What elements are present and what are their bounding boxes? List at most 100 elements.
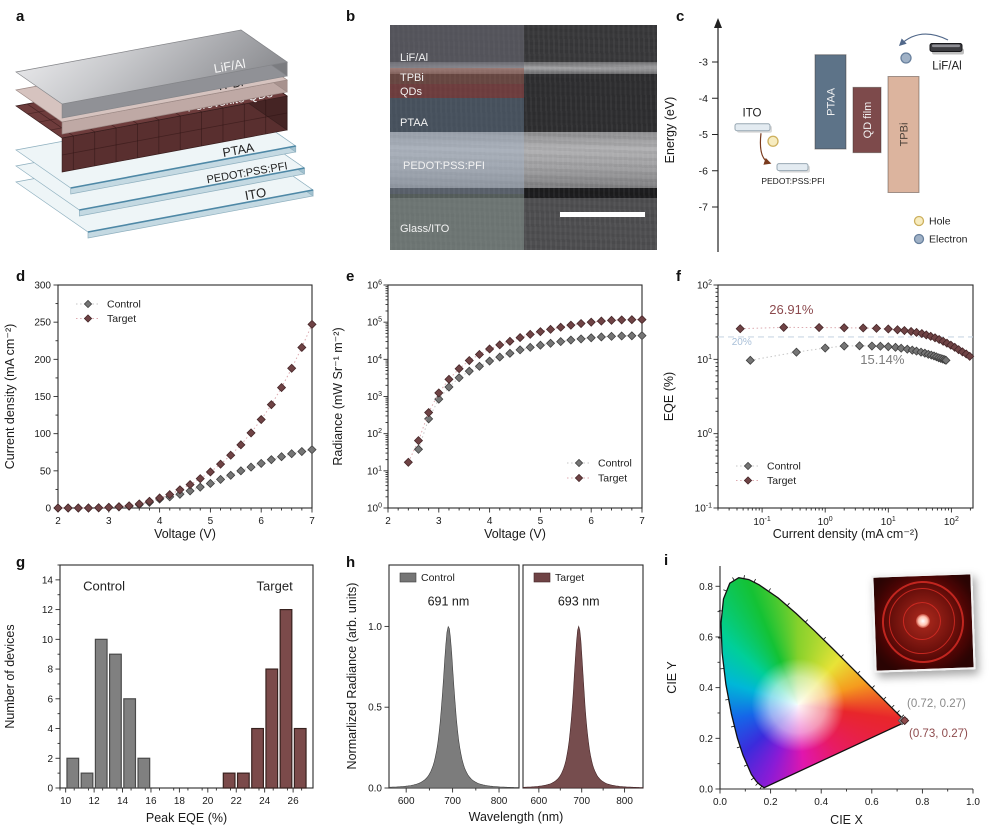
svg-text:10-1: 10-1 — [753, 516, 770, 528]
sem-layer-tint — [390, 194, 524, 250]
svg-text:-4: -4 — [699, 93, 708, 105]
svg-text:800: 800 — [491, 796, 508, 807]
svg-text:26.91%: 26.91% — [769, 302, 814, 317]
spectra-chart: 600 700 800 0.0 0.5 1.0 Control 691 nm 600 700 800… — [345, 564, 644, 824]
panel-i-letter: i — [664, 552, 669, 569]
svg-text:250: 250 — [34, 318, 51, 329]
svg-text:100: 100 — [34, 429, 51, 440]
svg-text:Control: Control — [598, 458, 632, 470]
svg-text:-6: -6 — [699, 165, 708, 177]
svg-text:2: 2 — [385, 516, 391, 527]
svg-text:0.6: 0.6 — [699, 632, 713, 643]
sem-layer-band — [390, 188, 657, 198]
svg-text:TPBi: TPBi — [899, 123, 911, 147]
svg-text:CIE X: CIE X — [830, 813, 863, 827]
svg-text:-7: -7 — [699, 202, 708, 214]
svg-text:Target: Target — [767, 475, 796, 487]
svg-text:0.5: 0.5 — [368, 703, 382, 714]
svg-text:24: 24 — [259, 796, 271, 807]
panel-e-radiance-curve: e 2 3 4 5 6 7 100 101 102 103 104 105 106 Voltage (V)… — [330, 260, 660, 550]
svg-text:7: 7 — [639, 516, 645, 527]
svg-text:15.14%: 15.14% — [860, 352, 905, 367]
svg-text:ITO: ITO — [244, 185, 268, 203]
svg-text:EQE (%): EQE (%) — [662, 372, 676, 421]
svg-text:Control: Control — [107, 299, 141, 311]
panel-d-jv-curve: d 2 3 4 5 6 7 0 50 100 150 200 250 300 Voltage (V) Cur… — [0, 260, 330, 550]
svg-text:0.2: 0.2 — [764, 797, 778, 808]
svg-text:50: 50 — [40, 466, 52, 477]
svg-text:0: 0 — [47, 784, 53, 795]
svg-text:Energy (eV): Energy (eV) — [663, 97, 677, 164]
svg-text:QD film: QD film — [862, 102, 874, 139]
svg-text:102: 102 — [944, 516, 959, 528]
svg-text:691 nm: 691 nm — [428, 594, 470, 608]
sem-layer-label: LiF/Al — [400, 52, 429, 64]
svg-text:ITO: ITO — [743, 107, 762, 119]
svg-text:LiF/Al: LiF/Al — [213, 57, 247, 76]
panel-g-letter: g — [16, 554, 26, 571]
svg-text:150: 150 — [34, 392, 51, 403]
svg-text:100: 100 — [367, 503, 382, 515]
svg-text:102: 102 — [367, 428, 382, 440]
svg-text:10: 10 — [42, 635, 54, 646]
svg-text:PEDOT:PSS:PFI: PEDOT:PSS:PFI — [761, 176, 824, 186]
svg-text:Hole: Hole — [929, 216, 951, 228]
svg-text:4: 4 — [487, 516, 493, 527]
panel-f-eqe-curve: f 10-1 100 101 102 10-1 100 101 102 Current dens… — [660, 260, 991, 550]
svg-text:3: 3 — [436, 516, 442, 527]
svg-text:26: 26 — [288, 796, 300, 807]
svg-text:1.0: 1.0 — [368, 622, 382, 633]
svg-text:PTAA: PTAA — [221, 141, 255, 160]
svg-text:5: 5 — [208, 516, 214, 527]
sem-layer-label: TPBi — [400, 72, 424, 84]
svg-text:0.8: 0.8 — [915, 797, 929, 808]
svg-text:0.4: 0.4 — [814, 797, 828, 808]
svg-text:-5: -5 — [699, 129, 708, 141]
svg-text:(0.73, 0.27): (0.73, 0.27) — [909, 728, 968, 740]
svg-text:100: 100 — [697, 428, 712, 440]
svg-text:(0.72, 0.27): (0.72, 0.27) — [907, 698, 966, 710]
svg-text:200: 200 — [34, 355, 51, 366]
svg-text:101: 101 — [881, 516, 896, 528]
svg-text:6: 6 — [258, 516, 264, 527]
svg-text:-3: -3 — [699, 57, 708, 69]
svg-text:Control: Control — [767, 461, 801, 473]
svg-text:0.0: 0.0 — [368, 784, 382, 795]
energy-level-chart: -3 -4 -5 -6 -7 Energy (eV) PTAA QD film TPBi ITO P… — [663, 18, 968, 252]
panel-h-el-spectra: h 600 700 800 0.0 0.5 1.0 Control 691 nm 600 700 8… — [330, 550, 660, 831]
svg-text:20: 20 — [202, 796, 214, 807]
jv-chart: 2 3 4 5 6 7 0 50 100 150 200 250 300 Voltage (V) Curre… — [3, 281, 317, 541]
svg-text:7: 7 — [309, 516, 315, 527]
sem-layer-label: Glass/ITO — [400, 223, 450, 235]
radiance-chart: 2 3 4 5 6 7 100 101 102 103 104 105 106 Voltage (V) Ra… — [331, 280, 647, 541]
eqe-chart: 10-1 100 101 102 10-1 100 101 102 Current densit… — [662, 280, 975, 541]
svg-text:14: 14 — [117, 796, 129, 807]
svg-text:700: 700 — [444, 796, 461, 807]
svg-text:PTAA: PTAA — [826, 87, 838, 116]
svg-text:16: 16 — [145, 796, 157, 807]
svg-text:106: 106 — [367, 280, 382, 292]
svg-text:Voltage (V): Voltage (V) — [484, 527, 546, 541]
svg-text:Electron: Electron — [929, 234, 968, 246]
svg-text:Wavelength (nm): Wavelength (nm) — [469, 810, 564, 824]
sem-layer-tint — [390, 98, 524, 132]
svg-text:103: 103 — [367, 391, 382, 403]
panel-c-energy-diagram: c -3 -4 -5 -6 -7 Energy (eV) PTAA QD film TPBi IT… — [660, 0, 991, 260]
svg-text:Control: Control — [83, 578, 125, 593]
panel-d-letter: d — [16, 268, 26, 285]
svg-text:0.4: 0.4 — [699, 683, 713, 694]
svg-text:105: 105 — [367, 317, 382, 329]
svg-text:10: 10 — [60, 796, 72, 807]
svg-text:0.0: 0.0 — [699, 785, 713, 796]
panel-b-letter: b — [346, 8, 356, 25]
svg-text:0: 0 — [45, 504, 51, 515]
svg-text:22: 22 — [231, 796, 243, 807]
svg-text:4: 4 — [157, 516, 163, 527]
panel-b-sem-image: b LiF/Al TPBi QDs PTAA PEDOT:PSS:PFI Glass/IT… — [330, 0, 660, 260]
svg-text:20%: 20% — [732, 337, 752, 348]
svg-text:6: 6 — [47, 694, 53, 705]
svg-text:102: 102 — [697, 280, 712, 292]
